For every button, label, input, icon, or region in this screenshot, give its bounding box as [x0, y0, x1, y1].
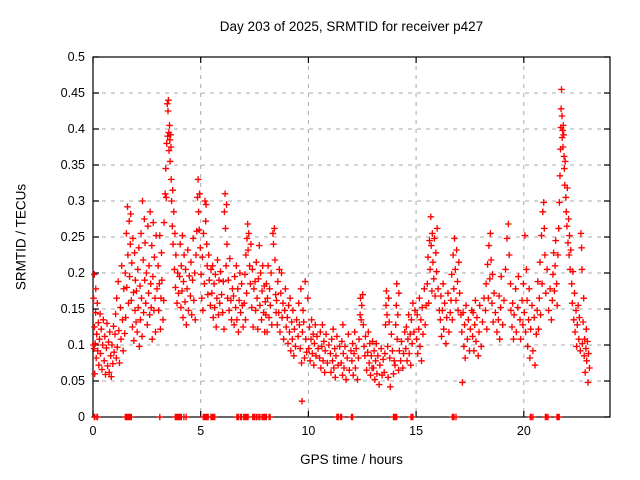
- x-tick-label: 20: [516, 424, 531, 438]
- y-tick-label: 0.35: [60, 158, 85, 172]
- y-tick-label: 0.5: [67, 50, 85, 64]
- x-tick-label: 15: [409, 424, 424, 438]
- y-tick-label: 0.15: [60, 302, 85, 316]
- y-tick-label: 0.05: [60, 374, 85, 388]
- y-tick-label: 0.45: [60, 86, 85, 100]
- y-tick-label: 0: [78, 410, 85, 424]
- y-tick-label: 0.1: [67, 338, 85, 352]
- x-tick-label: 10: [301, 424, 316, 438]
- data-points: [90, 86, 593, 421]
- x-axis-label: GPS time / hours: [300, 452, 403, 467]
- y-tick-label: 0.3: [67, 194, 85, 208]
- x-tick-label: 0: [89, 424, 97, 438]
- chart-title: Day 203 of 2025, SRMTID for receiver p42…: [219, 19, 484, 34]
- y-tick-label: 0.2: [67, 266, 85, 280]
- x-tick-label: 5: [197, 424, 205, 438]
- grid-lines: [93, 57, 610, 417]
- y-tick-label: 0.4: [67, 122, 85, 136]
- y-tick-label: 0.25: [60, 230, 85, 244]
